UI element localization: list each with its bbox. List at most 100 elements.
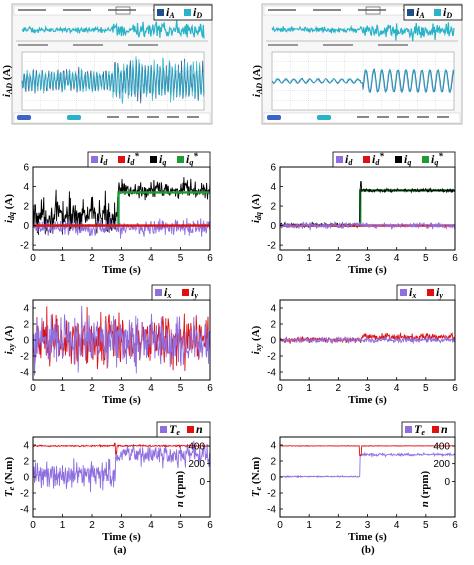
x-tick-label-0: 0 <box>30 253 36 264</box>
x-tick-label-6: 6 <box>452 253 458 264</box>
x-tick-label-3: 3 <box>365 253 371 264</box>
scope-status-text <box>107 116 119 118</box>
x-tick-label-1: 1 <box>60 520 66 531</box>
scope-header-text <box>358 9 386 11</box>
legend-swatch-id <box>91 156 98 163</box>
legend-box <box>153 4 213 21</box>
scope-ch2-badge <box>67 115 81 120</box>
x-tick-label-5: 5 <box>178 383 184 394</box>
legend-label-iD: iD <box>193 5 202 20</box>
scope-ch2-badge <box>317 115 331 120</box>
chart-ten-a: 0 1 2 3 4 5 6 -4 -2 0 2 4 0 200 400 n (rpm) Time (s) Te (… <box>3 421 213 543</box>
x-tick-label-2: 2 <box>89 520 95 531</box>
series-group <box>280 332 455 345</box>
y-tick-label--2: -2 <box>20 352 29 363</box>
scope-ch1-badge <box>17 115 31 120</box>
x-tick-label-4: 4 <box>394 520 400 531</box>
y-tick-label-2: 2 <box>270 202 276 213</box>
caption-b: (b) <box>361 544 375 556</box>
legend-box <box>156 421 211 438</box>
scope-overview-trace <box>21 20 205 39</box>
x-tick-label-4: 4 <box>148 520 154 531</box>
x-tick-label-4: 4 <box>148 253 154 264</box>
legend-label-n: n <box>441 422 448 436</box>
x-tick-label-6: 6 <box>207 383 213 394</box>
legend-label-iy: iy <box>191 285 198 300</box>
series-group <box>280 181 455 231</box>
scope-info-text <box>128 44 158 46</box>
series-i_d <box>280 220 455 231</box>
series-group <box>33 305 210 376</box>
legend-label-id: id <box>345 152 353 167</box>
legend-swatch-iA <box>407 9 414 16</box>
y-tick-label-2: 2 <box>23 457 29 468</box>
legend-box <box>332 151 456 168</box>
scope-status-text <box>357 116 369 118</box>
x-tick-label-6: 6 <box>207 520 213 531</box>
legend-swatch-iq-ref <box>177 156 184 163</box>
x-tick-label-4: 4 <box>394 253 400 264</box>
x-tick-label-5: 5 <box>423 520 429 531</box>
scope-info-text <box>323 44 353 46</box>
scope-status-text <box>147 116 159 118</box>
legend-label-iq: iq <box>404 152 411 167</box>
series-i_x <box>280 336 455 345</box>
legend-label-ix: ix <box>409 285 416 300</box>
legend-label-iq: iq <box>159 152 166 167</box>
y-tick-label-0: 0 <box>270 473 276 484</box>
scope-trace-iD <box>21 56 205 104</box>
x-tick-label-3: 3 <box>365 520 371 531</box>
legend-label-ix: ix <box>164 285 171 300</box>
y2-tick-label-200: 200 <box>188 459 205 470</box>
x-tick-label-2: 2 <box>89 253 95 264</box>
scope-info-text <box>18 44 48 46</box>
scope-zoom-marker <box>365 6 381 15</box>
scope-trace-iA <box>271 68 455 94</box>
x-tick-label-6: 6 <box>207 253 213 264</box>
scope-status-text <box>437 116 449 118</box>
legend-box <box>401 421 456 438</box>
y-tick-label--2: -2 <box>20 489 29 500</box>
y2-tick-label-0: 0 <box>199 477 205 488</box>
y-tick-label--4: -4 <box>20 368 29 379</box>
x-tick-label-0: 0 <box>30 520 36 531</box>
scope-header-text <box>63 9 91 11</box>
series-n <box>280 444 455 457</box>
y2-axis-label: n (rpm) <box>419 470 431 507</box>
legend-swatch-iA <box>157 9 164 16</box>
y-tick-label-0: 0 <box>23 473 29 484</box>
x-axis-label: Time (s) <box>102 394 141 406</box>
scope-header-text <box>18 9 46 11</box>
legend-swatch-iy <box>182 289 189 296</box>
chart-ten-b: 0 1 2 3 4 5 6 -4 -2 0 2 4 0 200 400 n (rpm) Time (s) Te (… <box>250 421 458 543</box>
x-tick-label-2: 2 <box>336 253 342 264</box>
scope-ch1-badge <box>267 115 281 120</box>
x-tick-label-3: 3 <box>119 520 125 531</box>
scope-status-text <box>397 116 409 118</box>
legend-swatch-n <box>432 426 439 433</box>
legend-swatch-id <box>336 156 343 163</box>
legend-swatch-iy <box>427 289 434 296</box>
chart-xy-a: 0 1 2 3 4 5 6 -4 -2 0 2 4 Time (s) ixy (A) ix iy <box>3 284 213 406</box>
x-axis-label: Time (s) <box>348 264 387 276</box>
series-T_e <box>280 451 455 479</box>
x-tick-label-1: 1 <box>60 383 66 394</box>
scope-info-text <box>378 44 408 46</box>
y-tick-label-2: 2 <box>270 320 276 331</box>
y-tick-label-2: 2 <box>23 320 29 331</box>
legend-box <box>151 284 211 301</box>
legend-box <box>396 284 456 301</box>
y-tick-label-4: 4 <box>270 441 276 452</box>
x-tick-label-5: 5 <box>423 253 429 264</box>
x-tick-label-5: 5 <box>178 253 184 264</box>
y2-tick-label-400: 400 <box>188 441 205 452</box>
x-axis-label: Time (s) <box>102 531 141 543</box>
scope-header-text <box>313 9 341 11</box>
legend-label-Te: Te <box>414 422 425 437</box>
x-tick-label-0: 0 <box>277 253 283 264</box>
series-n <box>33 442 210 455</box>
legend-swatch-id-ref <box>363 156 370 163</box>
